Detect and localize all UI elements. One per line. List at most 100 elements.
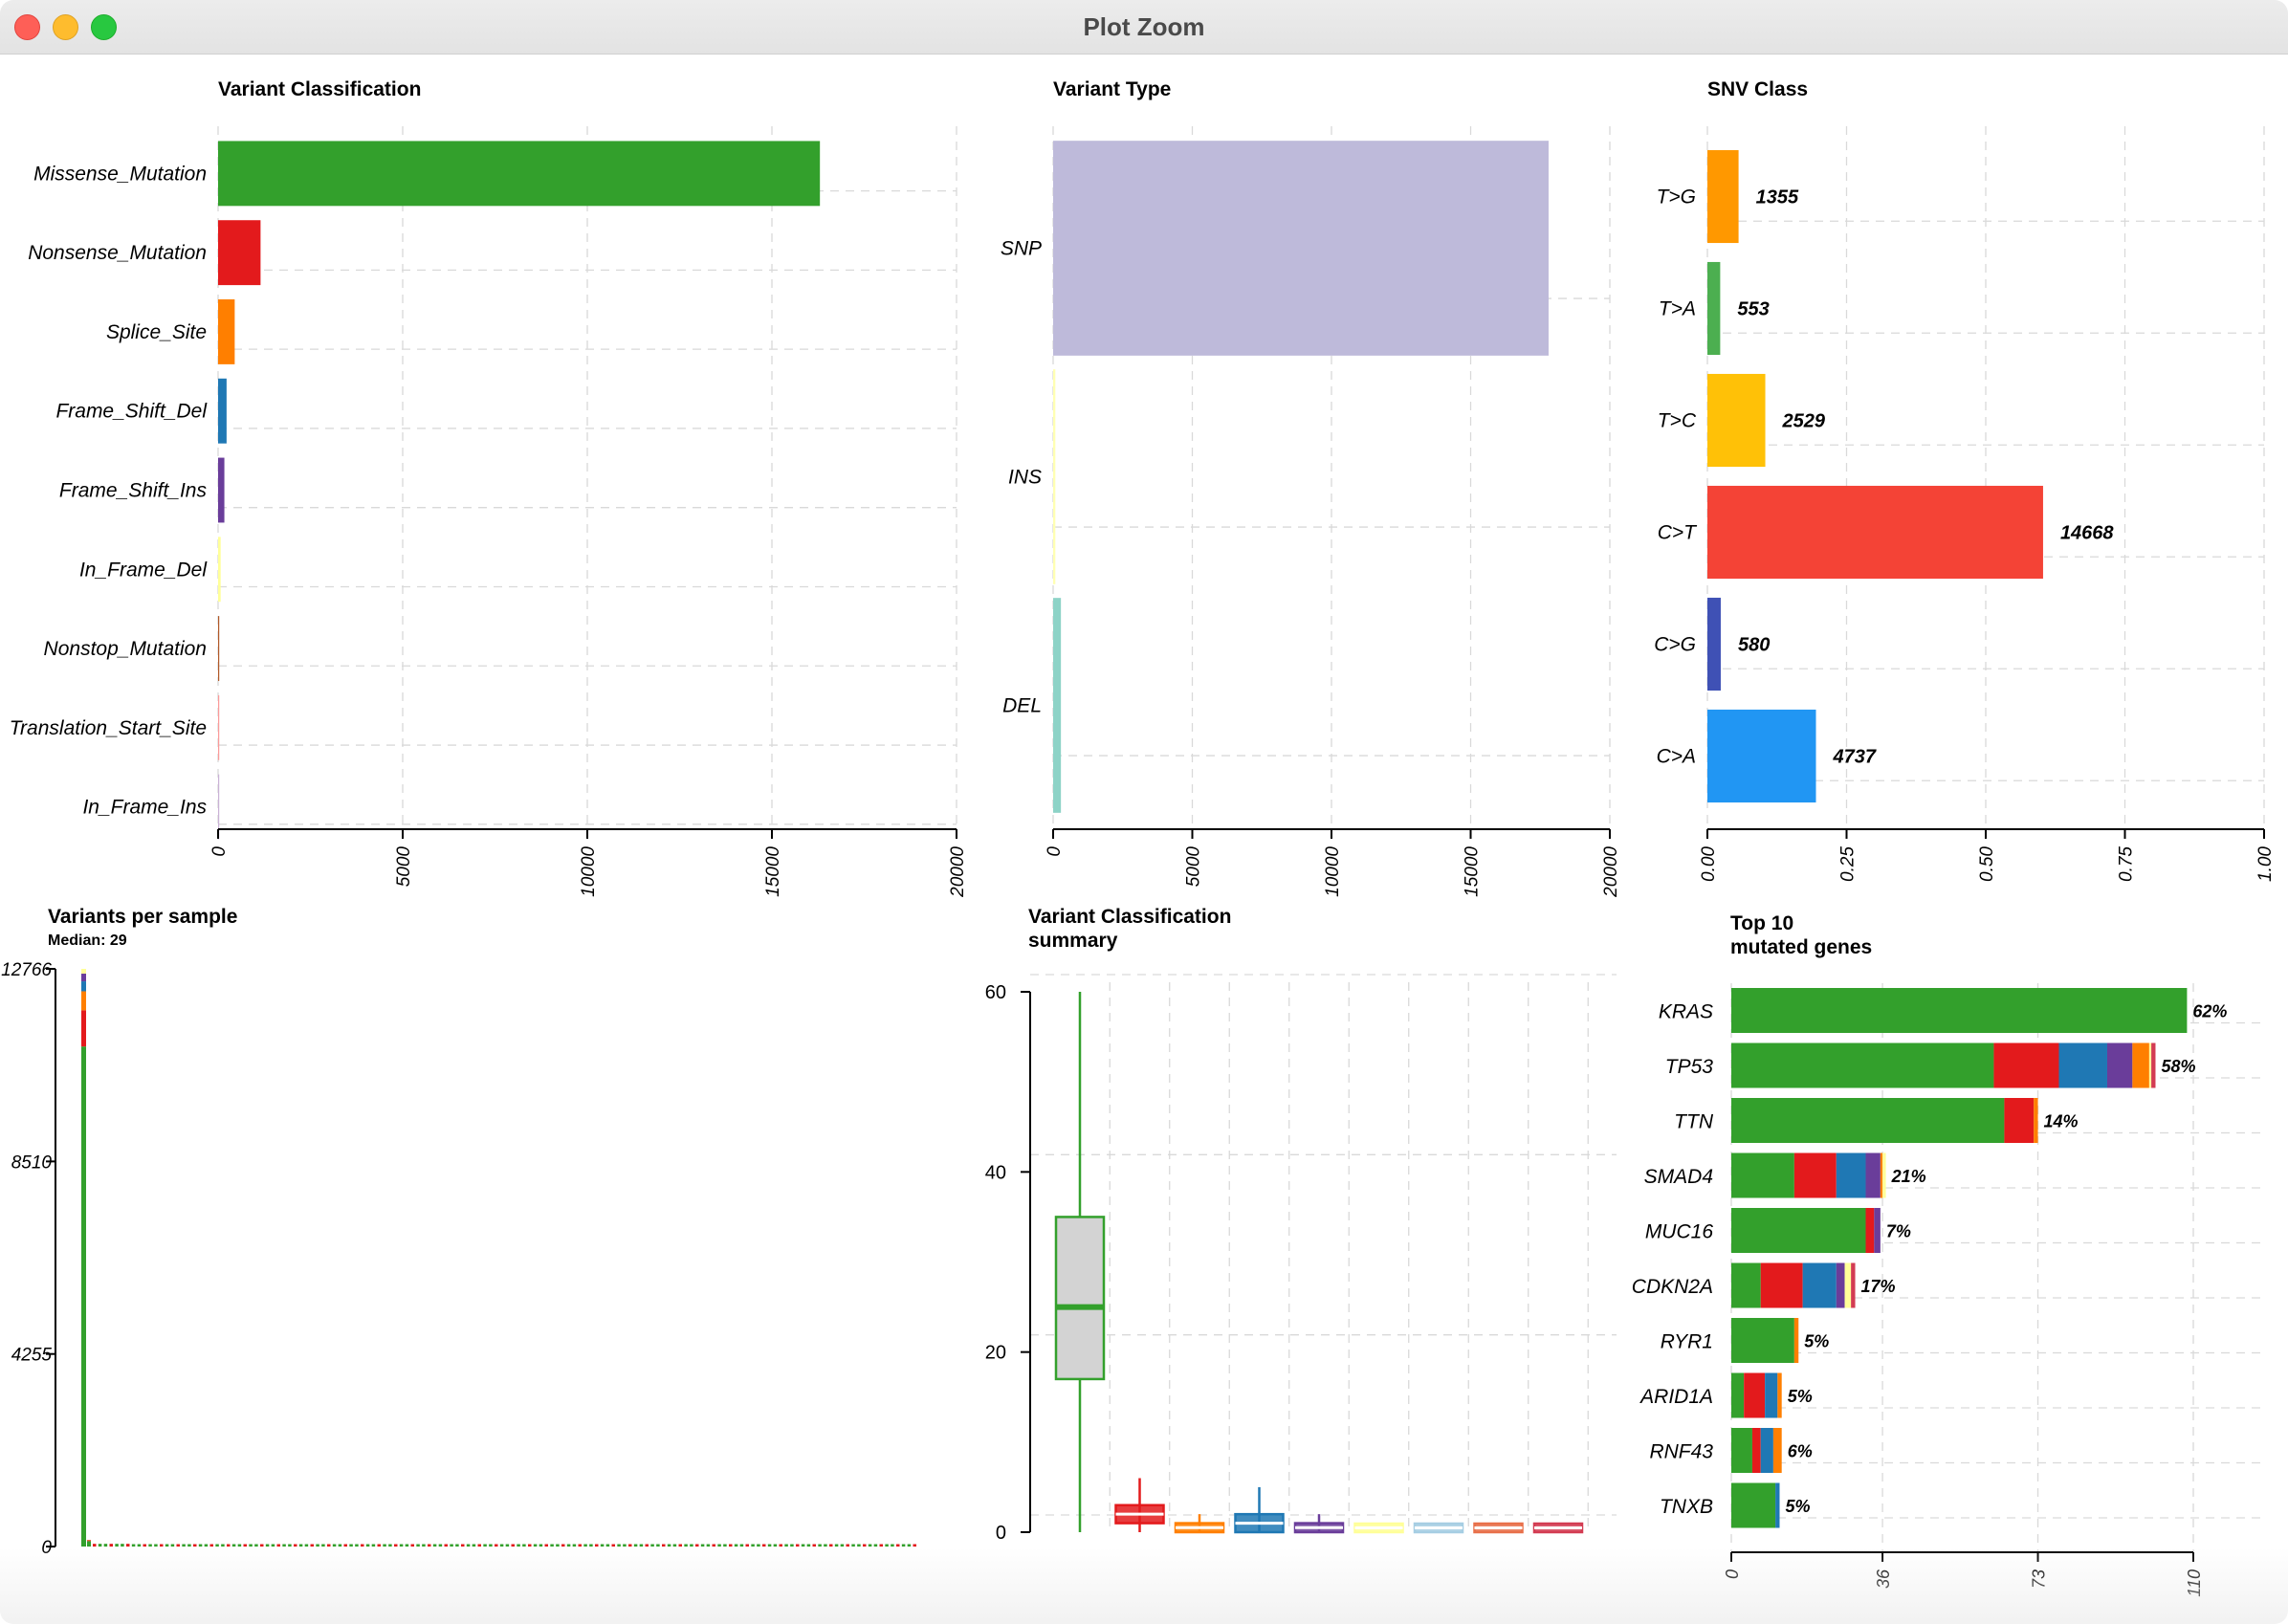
sample-bar-segment bbox=[87, 1541, 91, 1547]
percent-label: 14% bbox=[2044, 1112, 2079, 1131]
sample-bar bbox=[846, 1544, 849, 1547]
percent-label: 62% bbox=[2192, 1002, 2227, 1021]
sample-bar-segment bbox=[87, 1540, 91, 1542]
bar-segment bbox=[1802, 1262, 1837, 1308]
sample-bar bbox=[695, 1544, 699, 1547]
x-tick-label: 73 bbox=[2030, 1569, 2049, 1589]
data-label: 1355 bbox=[1756, 187, 1799, 208]
sample-bar bbox=[98, 1544, 102, 1547]
category-label: DEL bbox=[1002, 695, 1042, 717]
title-bar: Plot Zoom bbox=[0, 0, 2288, 55]
sample-bar bbox=[739, 1544, 744, 1547]
percent-label: 21% bbox=[1891, 1167, 1926, 1186]
bar-segment bbox=[1731, 988, 2188, 1033]
sample-bar bbox=[767, 1544, 772, 1547]
percent-label: 5% bbox=[1804, 1332, 1829, 1351]
panel-title: Variant Classification summary bbox=[1028, 906, 1231, 952]
x-tick-label: 5000 bbox=[394, 846, 414, 888]
bar-segment bbox=[1731, 1208, 1866, 1253]
x-tick-label: 0.75 bbox=[2117, 846, 2137, 882]
y-tick-label: 40 bbox=[985, 1162, 1006, 1183]
sample-bar bbox=[394, 1544, 398, 1547]
gene-label: CDKN2A bbox=[1632, 1276, 1713, 1298]
x-tick-label: 110 bbox=[2185, 1569, 2204, 1597]
sample-bar bbox=[93, 1544, 97, 1547]
sample-bar bbox=[237, 1544, 242, 1547]
sample-bar bbox=[528, 1544, 532, 1547]
sample-bar bbox=[539, 1544, 543, 1547]
sample-bar bbox=[165, 1544, 169, 1547]
sample-bar bbox=[913, 1544, 916, 1547]
sample-bar bbox=[650, 1544, 654, 1547]
category-label: T>C bbox=[1658, 410, 1697, 432]
sample-bar bbox=[583, 1544, 587, 1547]
bar-snp bbox=[1053, 141, 1549, 356]
sample-bar bbox=[623, 1544, 627, 1547]
sample-bar bbox=[863, 1544, 867, 1547]
bar-segment bbox=[1777, 1372, 1782, 1418]
sample-bar bbox=[137, 1544, 142, 1547]
maximize-window-icon[interactable] bbox=[91, 14, 117, 40]
sample-bar bbox=[349, 1544, 353, 1547]
sample-bar bbox=[879, 1544, 883, 1547]
box-frame-shift-del bbox=[1234, 1486, 1285, 1534]
bar-in_frame_ins bbox=[218, 774, 220, 840]
bar-missense_mutation bbox=[218, 141, 821, 207]
sample-bar bbox=[818, 1544, 822, 1547]
sample-bar bbox=[628, 1544, 632, 1547]
sample-bar bbox=[556, 1544, 560, 1547]
sample-bar bbox=[751, 1544, 755, 1547]
panel-title: Variant Type bbox=[1053, 78, 1171, 100]
sample-bar bbox=[600, 1544, 605, 1547]
gene-label: MUC16 bbox=[1645, 1221, 1714, 1243]
sample-bar bbox=[544, 1544, 548, 1547]
sample-bar bbox=[533, 1544, 538, 1547]
sample-bar bbox=[249, 1544, 253, 1547]
bar-segment bbox=[1731, 1042, 1994, 1088]
category-label: Translation_Start_Site bbox=[10, 717, 207, 739]
bar-segment bbox=[1760, 1262, 1803, 1308]
sample-bar bbox=[176, 1544, 180, 1547]
box-translation-start-site bbox=[1473, 1522, 1524, 1534]
gene-bar-cdkn2a bbox=[1731, 1262, 1856, 1308]
percent-label: 17% bbox=[1861, 1277, 1896, 1296]
bar-segment bbox=[1765, 1372, 1778, 1418]
sample-bar bbox=[572, 1544, 577, 1547]
sample-bar bbox=[209, 1544, 213, 1547]
sample-bar bbox=[868, 1544, 872, 1547]
sample-bar bbox=[355, 1544, 359, 1547]
gene-bar-kras bbox=[1731, 988, 2188, 1033]
bar-segment bbox=[1760, 1428, 1773, 1473]
sample-bar bbox=[371, 1544, 376, 1547]
sample-bar bbox=[432, 1544, 437, 1547]
bar-segment bbox=[1775, 1482, 1780, 1528]
bar-segment bbox=[2058, 1042, 2107, 1088]
panel-variant_classification_summary: Variant Classification summary 0 20 40 60 bbox=[985, 906, 1617, 1544]
sample-bar bbox=[304, 1544, 309, 1547]
category-label: In_Frame_Del bbox=[79, 559, 208, 581]
bar-segment bbox=[1731, 1318, 1794, 1363]
sample-bar bbox=[790, 1544, 794, 1547]
x-tick-label: 10000 bbox=[579, 846, 599, 897]
sample-bar bbox=[806, 1544, 811, 1547]
bar-c>g bbox=[1707, 597, 1721, 691]
bar-t>a bbox=[1707, 261, 1721, 356]
bar-c>t bbox=[1707, 485, 2043, 580]
bar-segment bbox=[1772, 1428, 1782, 1473]
sample-bar bbox=[605, 1544, 610, 1547]
sample-bar bbox=[901, 1544, 906, 1547]
sample-bar bbox=[639, 1544, 644, 1547]
window-title: Plot Zoom bbox=[1083, 12, 1205, 41]
minimize-window-icon[interactable] bbox=[53, 14, 78, 40]
sample-bar bbox=[829, 1544, 833, 1547]
gene-bar-ryr1 bbox=[1731, 1318, 1799, 1363]
sample-bar bbox=[477, 1544, 481, 1547]
percent-label: 6% bbox=[1788, 1442, 1813, 1461]
bar-splice_site bbox=[218, 299, 235, 364]
sample-bar bbox=[885, 1544, 889, 1547]
close-window-icon[interactable] bbox=[14, 14, 40, 40]
x-tick-label: 15000 bbox=[1463, 846, 1483, 897]
bar-segment bbox=[1744, 1372, 1766, 1418]
gene-bar-rnf43 bbox=[1731, 1428, 1782, 1473]
sample-bar bbox=[684, 1544, 688, 1547]
